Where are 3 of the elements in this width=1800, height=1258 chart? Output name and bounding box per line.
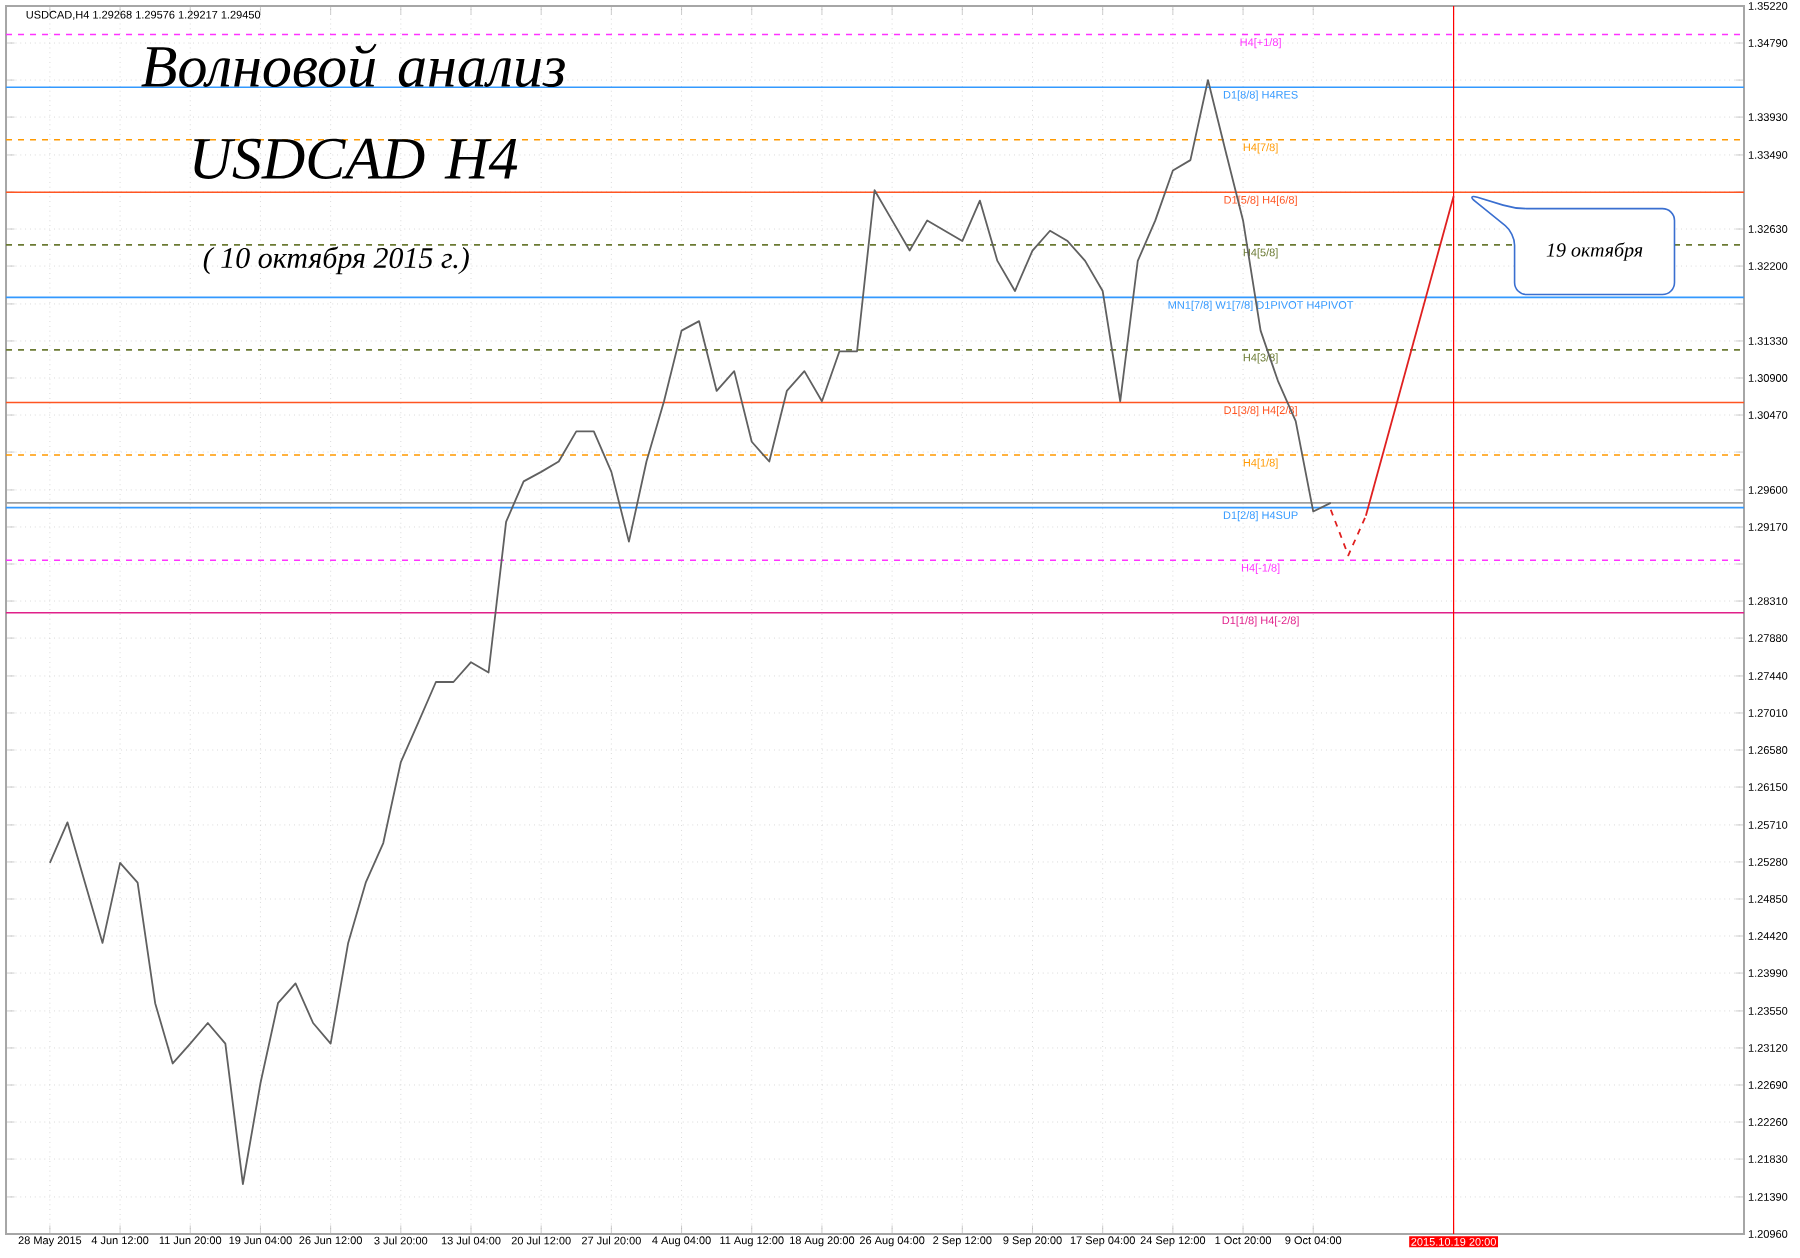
text: ( 10 октября 2015 г.) [203, 246, 469, 275]
text: Волновой анализ USDCAD H4 [141, 43, 565, 180]
annotation: 19 октября [1546, 242, 1643, 261]
